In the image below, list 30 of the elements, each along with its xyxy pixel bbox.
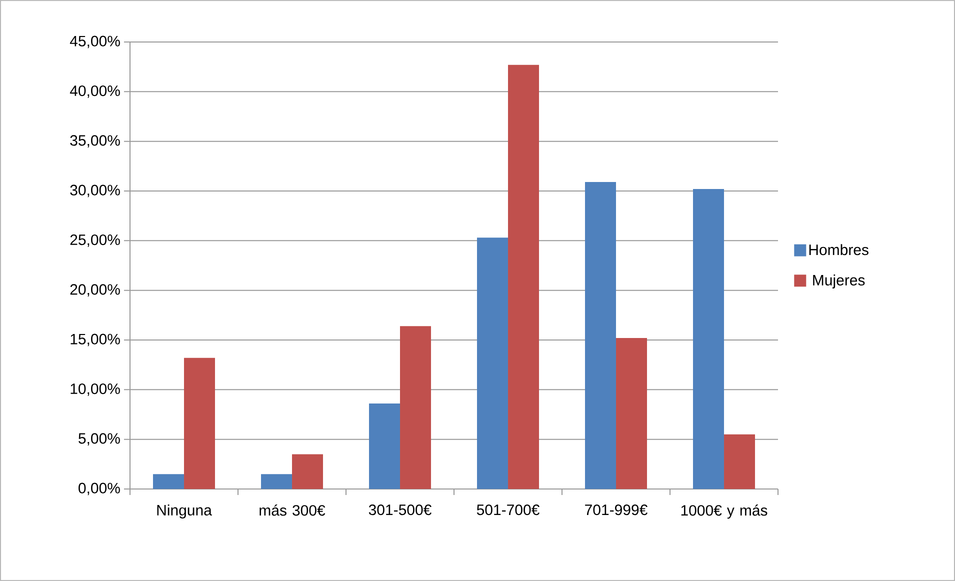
y-tick-label: 35,00% — [70, 135, 120, 148]
y-tick-label: 40,00% — [70, 85, 120, 98]
bar — [477, 238, 508, 489]
bar — [292, 454, 324, 489]
legend-label: Mujeres — [813, 274, 865, 288]
bar — [508, 64, 540, 489]
y-tick-label: 5,00% — [78, 433, 120, 446]
x-tick-label: 501-700€ — [476, 504, 540, 516]
bar — [184, 358, 216, 489]
bar — [153, 474, 184, 489]
x-tick-label: más 300€ — [260, 504, 326, 516]
x-tick-label: Ninguna — [157, 504, 212, 518]
legend-label: Hombres — [809, 244, 868, 256]
x-tick-label: 1000€ y más — [681, 504, 768, 519]
y-tick-label: 45,00% — [70, 36, 120, 48]
bar — [616, 338, 648, 489]
y-tick-label: 30,00% — [70, 184, 120, 198]
bar — [261, 474, 292, 489]
bar — [693, 189, 724, 489]
bar — [369, 404, 400, 489]
x-tick-label: 301-500€ — [368, 504, 432, 516]
y-tick-label: 20,00% — [70, 284, 120, 297]
bar — [400, 326, 432, 489]
y-tick-label: 25,00% — [70, 234, 120, 247]
y-tick-label: 0,00% — [78, 482, 120, 496]
y-tick-label: 15,00% — [70, 334, 120, 346]
bar — [585, 182, 616, 489]
y-tick-label: 10,00% — [70, 383, 120, 396]
x-tick-label: 701-999€ — [585, 504, 648, 516]
bar — [724, 434, 756, 489]
